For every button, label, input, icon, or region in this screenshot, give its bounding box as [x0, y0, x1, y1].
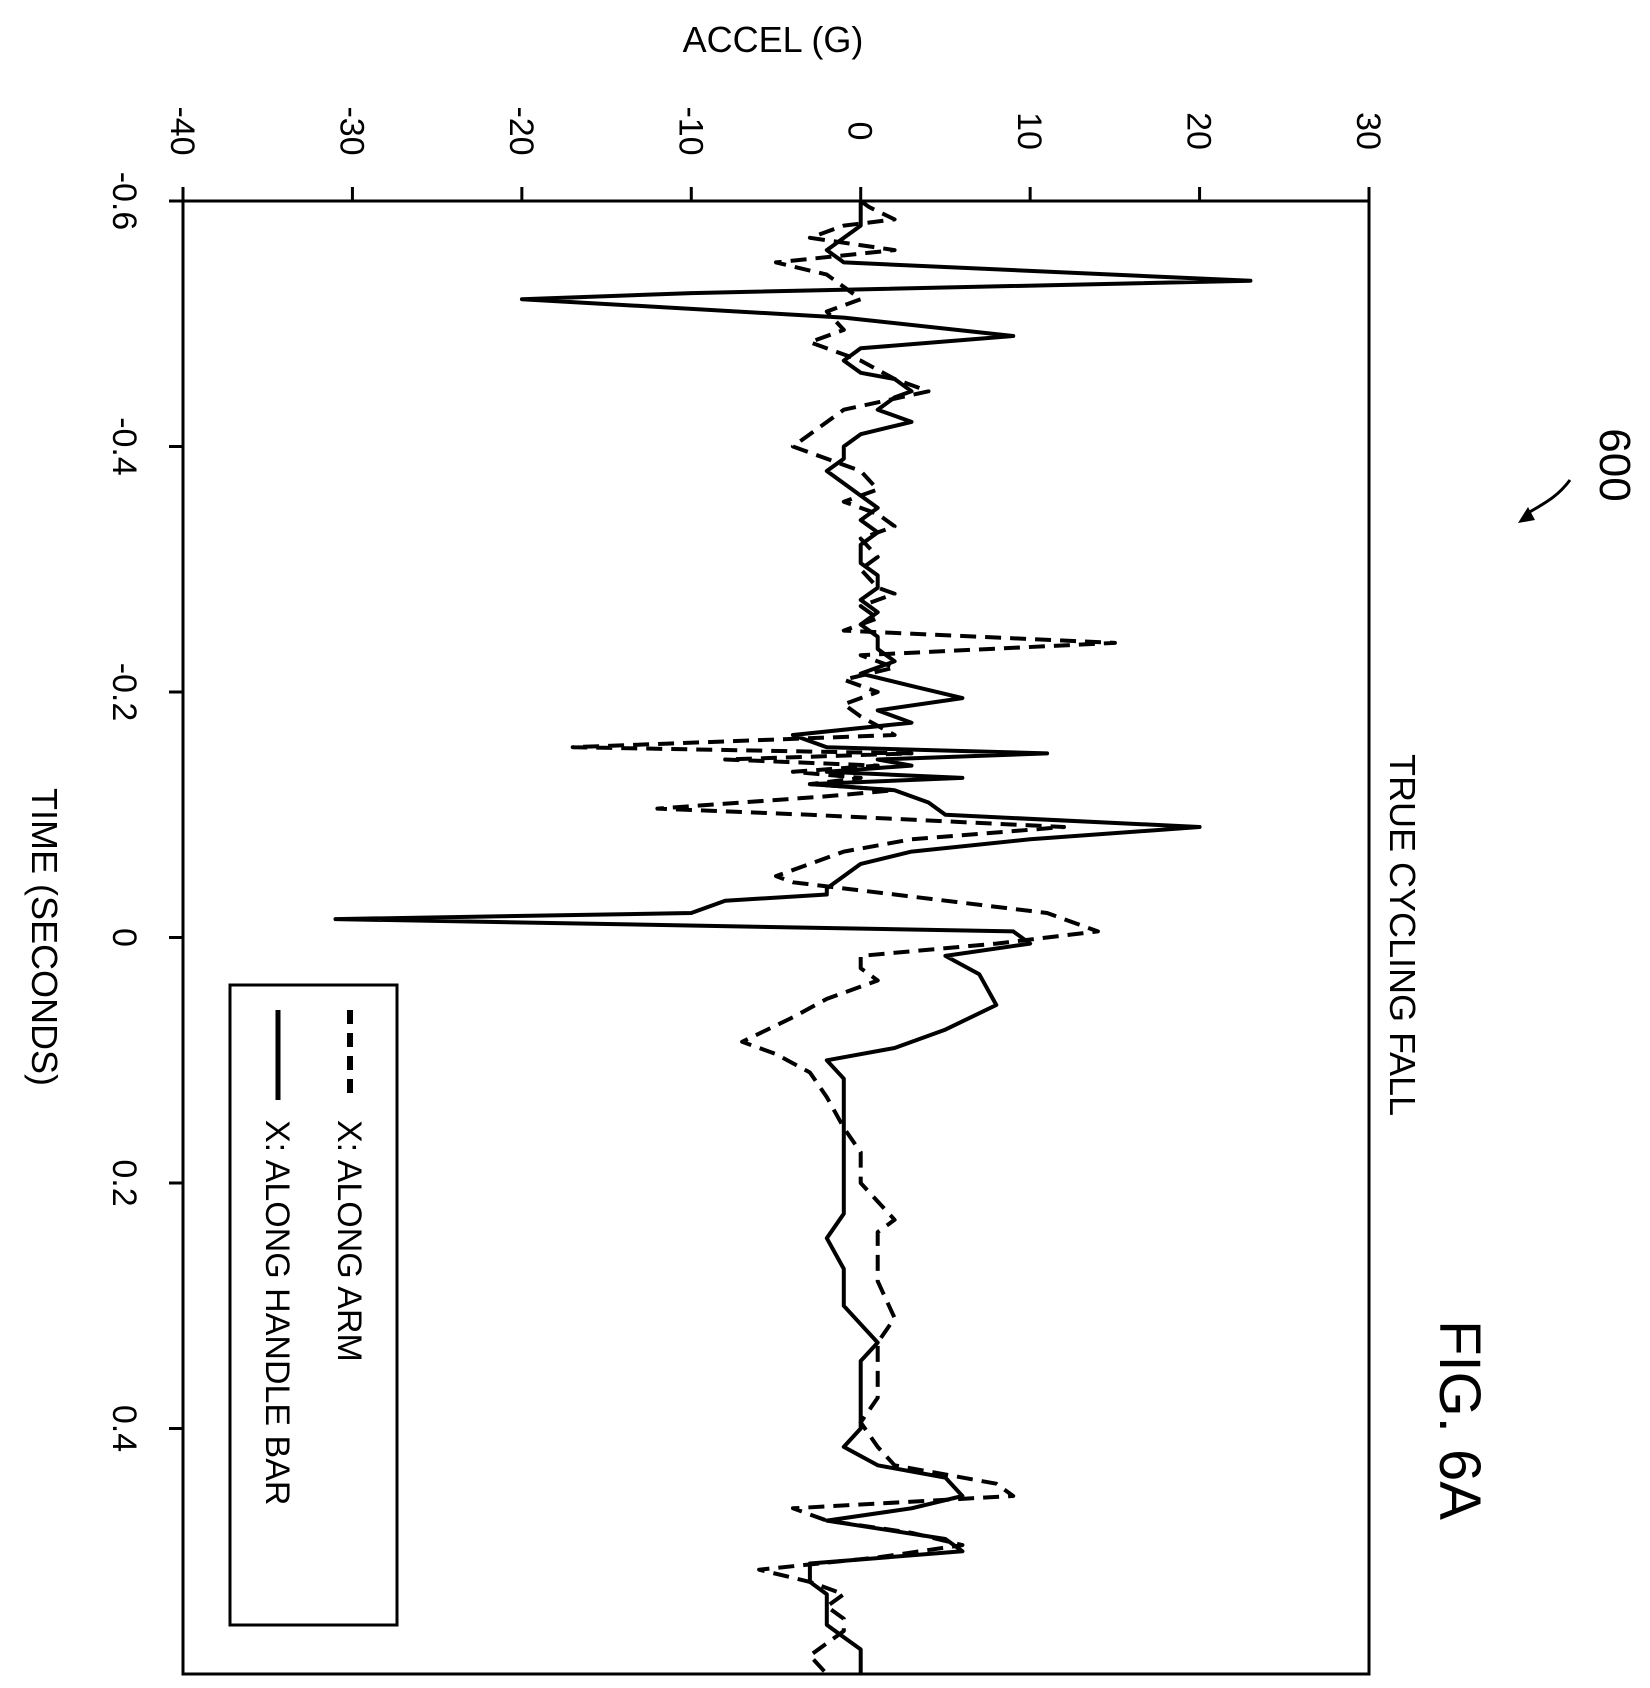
- x-tick-label: -0.4: [105, 417, 143, 476]
- y-tick-label: 0: [841, 122, 879, 141]
- legend: X: ALONG ARM X: ALONG HANDLE BAR: [228, 983, 399, 1627]
- y-axis-title: ACCEL (G): [683, 19, 864, 60]
- reference-number-group: 600: [1518, 428, 1639, 523]
- x-tick-label: 0.2: [105, 1159, 143, 1206]
- tick-group: -40 -30 -20 -10 0 10 20 30 -0.6 -0.4 -0.2 0 0.2 0.4: [105, 106, 1387, 1452]
- legend-label-along-handle-bar: X: ALONG HANDLE BAR: [258, 1120, 296, 1505]
- reference-arrow: [1524, 479, 1572, 517]
- reference-number: 600: [1590, 428, 1639, 501]
- x-axis-title: TIME (SECONDS): [24, 788, 65, 1086]
- y-tick-label: 20: [1180, 112, 1218, 150]
- legend-label-along-arm: X: ALONG ARM: [330, 1120, 368, 1362]
- series-group: [333, 199, 1253, 1676]
- x-tick-label: 0.4: [105, 1405, 143, 1452]
- legend-box: [228, 983, 399, 1627]
- reference-arrowhead: [1518, 507, 1535, 523]
- chart-title: TRUE CYCLING FALL: [1382, 754, 1423, 1116]
- series-line-along-handle-bar: [333, 201, 1253, 1674]
- x-tick-label: -0.2: [105, 663, 143, 722]
- x-tick-label: -0.6: [105, 172, 143, 231]
- y-tick-label: -40: [163, 106, 201, 155]
- series-line-along-arm: [570, 199, 1117, 1676]
- y-tick-label: 10: [1010, 112, 1048, 150]
- x-tick-label: 0: [105, 928, 143, 947]
- figure-label: FIG. 6A: [1427, 1320, 1492, 1520]
- y-tick-label: -20: [502, 106, 540, 155]
- y-tick-label: -30: [332, 106, 370, 155]
- y-tick-label: 30: [1349, 112, 1387, 150]
- y-tick-label: -10: [671, 106, 709, 155]
